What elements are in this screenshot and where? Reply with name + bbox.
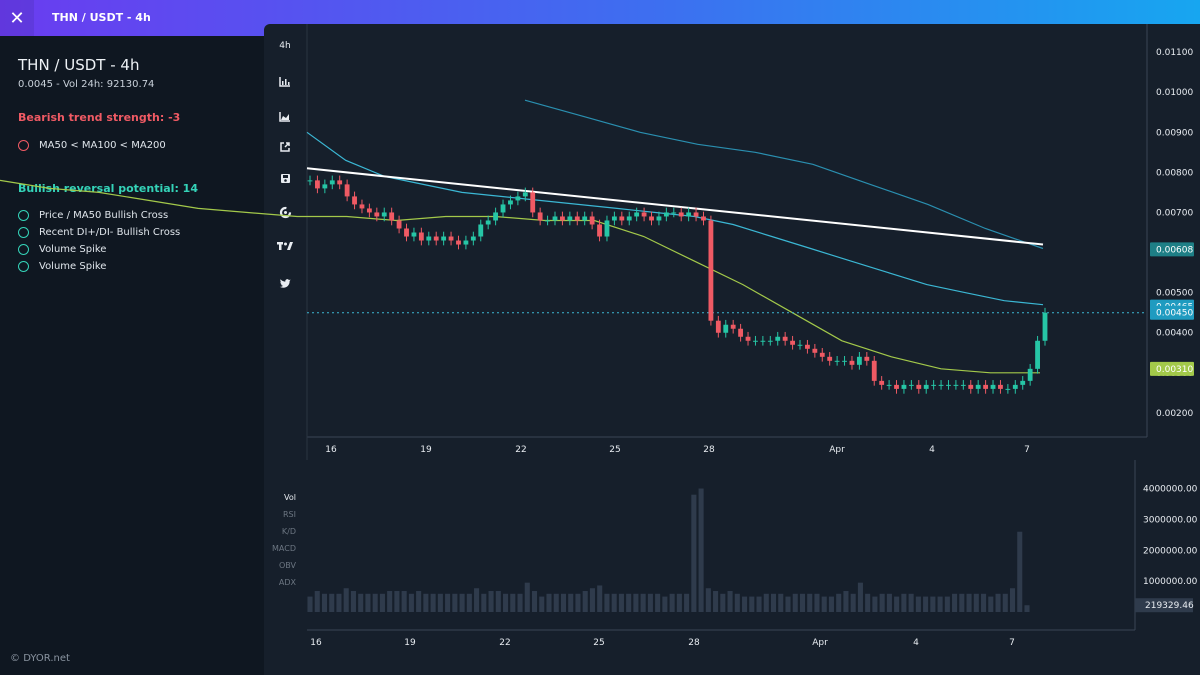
save-icon[interactable] <box>273 168 297 188</box>
indicator-obv[interactable]: OBV <box>278 561 296 570</box>
signal-label: Volume Spike <box>39 261 107 272</box>
analysis-sidebar: THN / USDT - 4h 0.0045 - Vol 24h: 92130.… <box>0 36 262 675</box>
happy-face-icon <box>18 210 29 221</box>
area-chart-icon[interactable] <box>273 106 297 126</box>
indicator-macd[interactable]: MACD <box>272 544 296 553</box>
signal-label: Price / MA50 Bullish Cross <box>39 210 169 221</box>
bullish-signal: Volume Spike <box>18 244 106 255</box>
signal-label: Volume Spike <box>39 244 107 255</box>
sad-face-icon <box>18 140 29 151</box>
external-link-icon[interactable] <box>273 137 297 157</box>
pair-subtitle: 0.0045 - Vol 24h: 92130.74 <box>18 79 155 90</box>
brand-label: DYOR.net <box>23 653 70 664</box>
indicator-rsi[interactable]: RSI <box>283 510 296 519</box>
chart-panel: 4h Vol RSI K/D MACD OBV ADX <box>264 24 1200 675</box>
signal-label: Recent DI+/DI- Bullish Cross <box>39 227 181 238</box>
bearish-signal: MA50 < MA100 < MA200 <box>18 140 166 151</box>
signal-label: MA50 < MA100 < MA200 <box>39 140 166 151</box>
bullish-signal: Recent DI+/DI- Bullish Cross <box>18 227 180 238</box>
close-icon[interactable]: ✕ <box>0 0 34 36</box>
indicator-kd[interactable]: K/D <box>281 527 296 536</box>
tradingview-icon[interactable] <box>273 236 297 256</box>
pair-title: THN / USDT - 4h <box>18 56 140 74</box>
happy-face-icon <box>18 227 29 238</box>
happy-face-icon <box>18 261 29 272</box>
timeframe-button[interactable]: 4h <box>279 41 291 51</box>
bullish-title: Bullish reversal potential: 14 <box>18 182 198 195</box>
window-title: THN / USDT - 4h <box>52 11 151 24</box>
chart-toolbar: 4h Vol RSI K/D MACD OBV ADX <box>264 24 306 675</box>
indicator-adx[interactable]: ADX <box>278 578 296 587</box>
bearish-title: Bearish trend strength: -3 <box>18 111 181 124</box>
happy-face-icon <box>18 244 29 255</box>
bullish-signal: Volume Spike <box>18 261 106 272</box>
indicator-vol[interactable]: Vol <box>284 493 296 502</box>
refresh-icon[interactable] <box>273 202 297 222</box>
bar-chart-icon[interactable] <box>273 71 297 91</box>
footer-brand[interactable]: © DYOR.net <box>10 653 70 664</box>
twitter-icon[interactable] <box>273 273 297 293</box>
bullish-signal: Price / MA50 Bullish Cross <box>18 210 168 221</box>
